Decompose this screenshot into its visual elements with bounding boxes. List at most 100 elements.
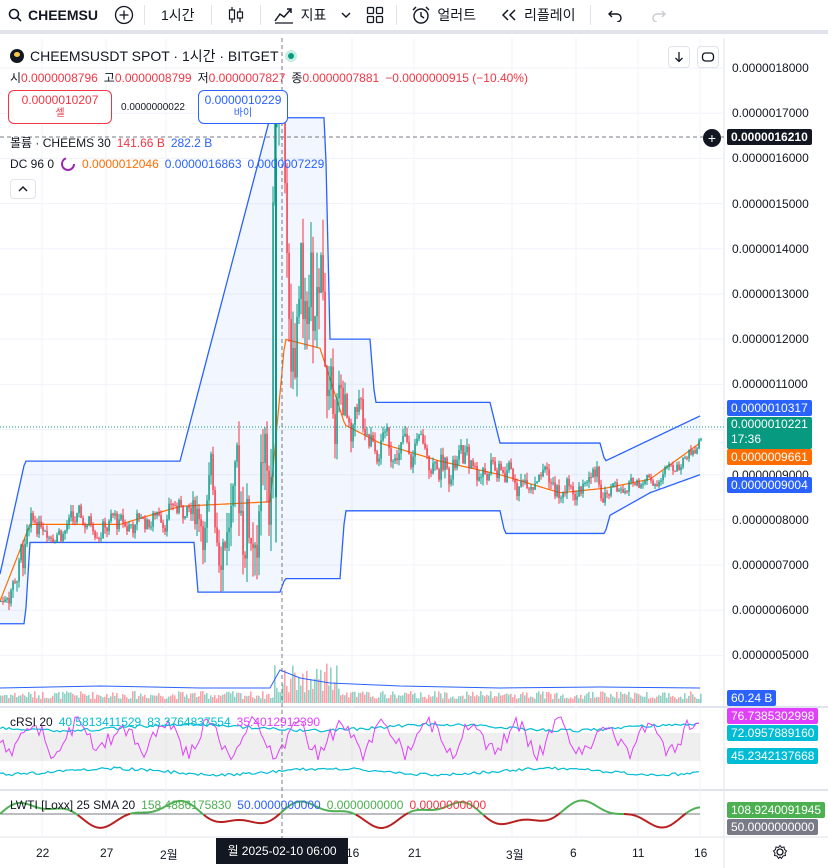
- candle-body: [154, 513, 156, 516]
- volume-bar: [604, 692, 606, 703]
- candle-body: [128, 524, 130, 532]
- candle-body: [412, 456, 414, 468]
- volume-bar: [536, 692, 538, 703]
- candle-body: [344, 394, 346, 416]
- replay-button[interactable]: 리플레이: [488, 0, 588, 32]
- sell-button[interactable]: 0.0000010207 셀: [8, 90, 112, 124]
- lwti-segment: [665, 825, 669, 828]
- volume-bar: [660, 695, 662, 703]
- crsi-legend[interactable]: cRSI 20 40.5813411529 83.3764837554 35.4…: [10, 715, 320, 729]
- volume-bar: [2, 695, 4, 703]
- symbol-search-button[interactable]: CHEEMSU: [0, 0, 106, 32]
- lwti-segment: [651, 823, 655, 827]
- donchian-legend[interactable]: DC 96 0 0.0000012046 0.0000016863 0.0000…: [10, 156, 324, 172]
- indicator-templates-button[interactable]: [336, 0, 356, 32]
- settings-gear-icon[interactable]: [772, 844, 788, 860]
- volume-bar: [364, 694, 366, 703]
- candle-body: [396, 458, 398, 461]
- volume-bar: [640, 695, 642, 703]
- loading-spinner-icon: [61, 157, 76, 171]
- candle-body: [476, 466, 478, 481]
- volume-bar: [214, 695, 216, 703]
- chart-canvas[interactable]: [0, 38, 828, 868]
- volume-bar: [268, 693, 270, 703]
- time-tick-label: 16: [346, 846, 360, 860]
- crsi-lower-band: [0, 766, 700, 777]
- donchian-lower-line: [0, 474, 701, 625]
- candle-body: [452, 459, 454, 480]
- lwti-segment: [477, 809, 481, 813]
- indicators-button[interactable]: 지표: [263, 0, 337, 32]
- volume-bar: [258, 695, 260, 703]
- candle-body: [608, 493, 610, 496]
- candle-body: [16, 581, 18, 583]
- chart-pane[interactable]: CHEEMSUSDT SPOT · 1시간 · BITGET 시0.000000…: [0, 38, 828, 868]
- candle-body: [438, 469, 440, 480]
- redo-button[interactable]: [637, 0, 681, 32]
- volume-bar: [376, 698, 378, 703]
- crsi-label-3: 45.2342137668: [727, 748, 819, 764]
- candle-body: [88, 516, 90, 526]
- lwti-segment: [103, 825, 107, 829]
- volume-legend[interactable]: 볼륨 · CHEEMS 30 141.66 B 282.2 B: [10, 134, 212, 151]
- volume-bar: [510, 693, 512, 703]
- alerts-button[interactable]: 얼러트: [399, 0, 488, 32]
- candle-body: [46, 530, 48, 538]
- candle-body: [242, 510, 244, 555]
- volume-bar: [538, 691, 540, 703]
- symbol-title[interactable]: CHEEMSUSDT SPOT · 1시간 · BITGET: [10, 46, 297, 66]
- volume-bar: [574, 696, 576, 703]
- lwti-segment: [367, 821, 371, 825]
- scroll-down-button[interactable]: [668, 46, 690, 68]
- volume-bar: [310, 679, 312, 703]
- volume-bar: [688, 695, 690, 703]
- candle-body: [186, 505, 188, 517]
- volume-bar: [584, 695, 586, 703]
- candle-body: [382, 432, 384, 441]
- candle-body: [346, 394, 348, 418]
- volume-bar: [352, 691, 354, 703]
- interval-button[interactable]: 1시간: [147, 0, 209, 32]
- candle-body: [106, 527, 108, 532]
- candle-body: [494, 461, 496, 471]
- lwti-segment: [283, 807, 287, 811]
- layout-button[interactable]: [356, 0, 394, 32]
- volume-bar: [406, 693, 408, 703]
- candle-body: [302, 242, 304, 320]
- candle-body: [486, 474, 488, 481]
- refresh-button[interactable]: [697, 46, 719, 68]
- add-alert-plus-icon[interactable]: +: [703, 129, 721, 147]
- search-icon: [8, 8, 22, 22]
- candle-body: [592, 469, 594, 478]
- candle-body: [14, 581, 16, 583]
- candle-body: [586, 481, 588, 483]
- lwti-segment: [635, 815, 639, 818]
- volume-bar: [620, 691, 622, 703]
- undo-button[interactable]: [593, 0, 637, 32]
- lwti-segment: [481, 813, 485, 817]
- volume-bar: [74, 695, 76, 703]
- lwti-segment: [391, 822, 395, 826]
- candle-body: [48, 537, 50, 539]
- chart-type-button[interactable]: [214, 0, 258, 32]
- lwti-segment: [3, 808, 7, 812]
- lwti-segment: [69, 809, 73, 813]
- volume-bar: [550, 693, 552, 703]
- market-open-icon: [284, 50, 297, 62]
- volume-bar: [500, 695, 502, 703]
- volume-bar: [198, 696, 200, 703]
- collapse-legend-button[interactable]: [10, 179, 36, 199]
- volume-bar: [256, 695, 258, 703]
- volume-bar: [330, 667, 332, 703]
- volume-bar: [548, 692, 550, 703]
- candle-body: [574, 494, 576, 500]
- lwti-legend[interactable]: LWTI [Loxx] 25 SMA 20 158.4886175830 50.…: [10, 798, 486, 812]
- volume-bar: [66, 691, 68, 703]
- buy-button[interactable]: 0.0000010229 바이: [198, 90, 288, 124]
- volume-bar: [174, 695, 176, 703]
- volume-bar: [396, 698, 398, 703]
- volume-bar: [626, 694, 628, 703]
- volume-bar: [80, 691, 82, 703]
- candle-body: [268, 470, 270, 525]
- compare-symbol-button[interactable]: [106, 0, 142, 32]
